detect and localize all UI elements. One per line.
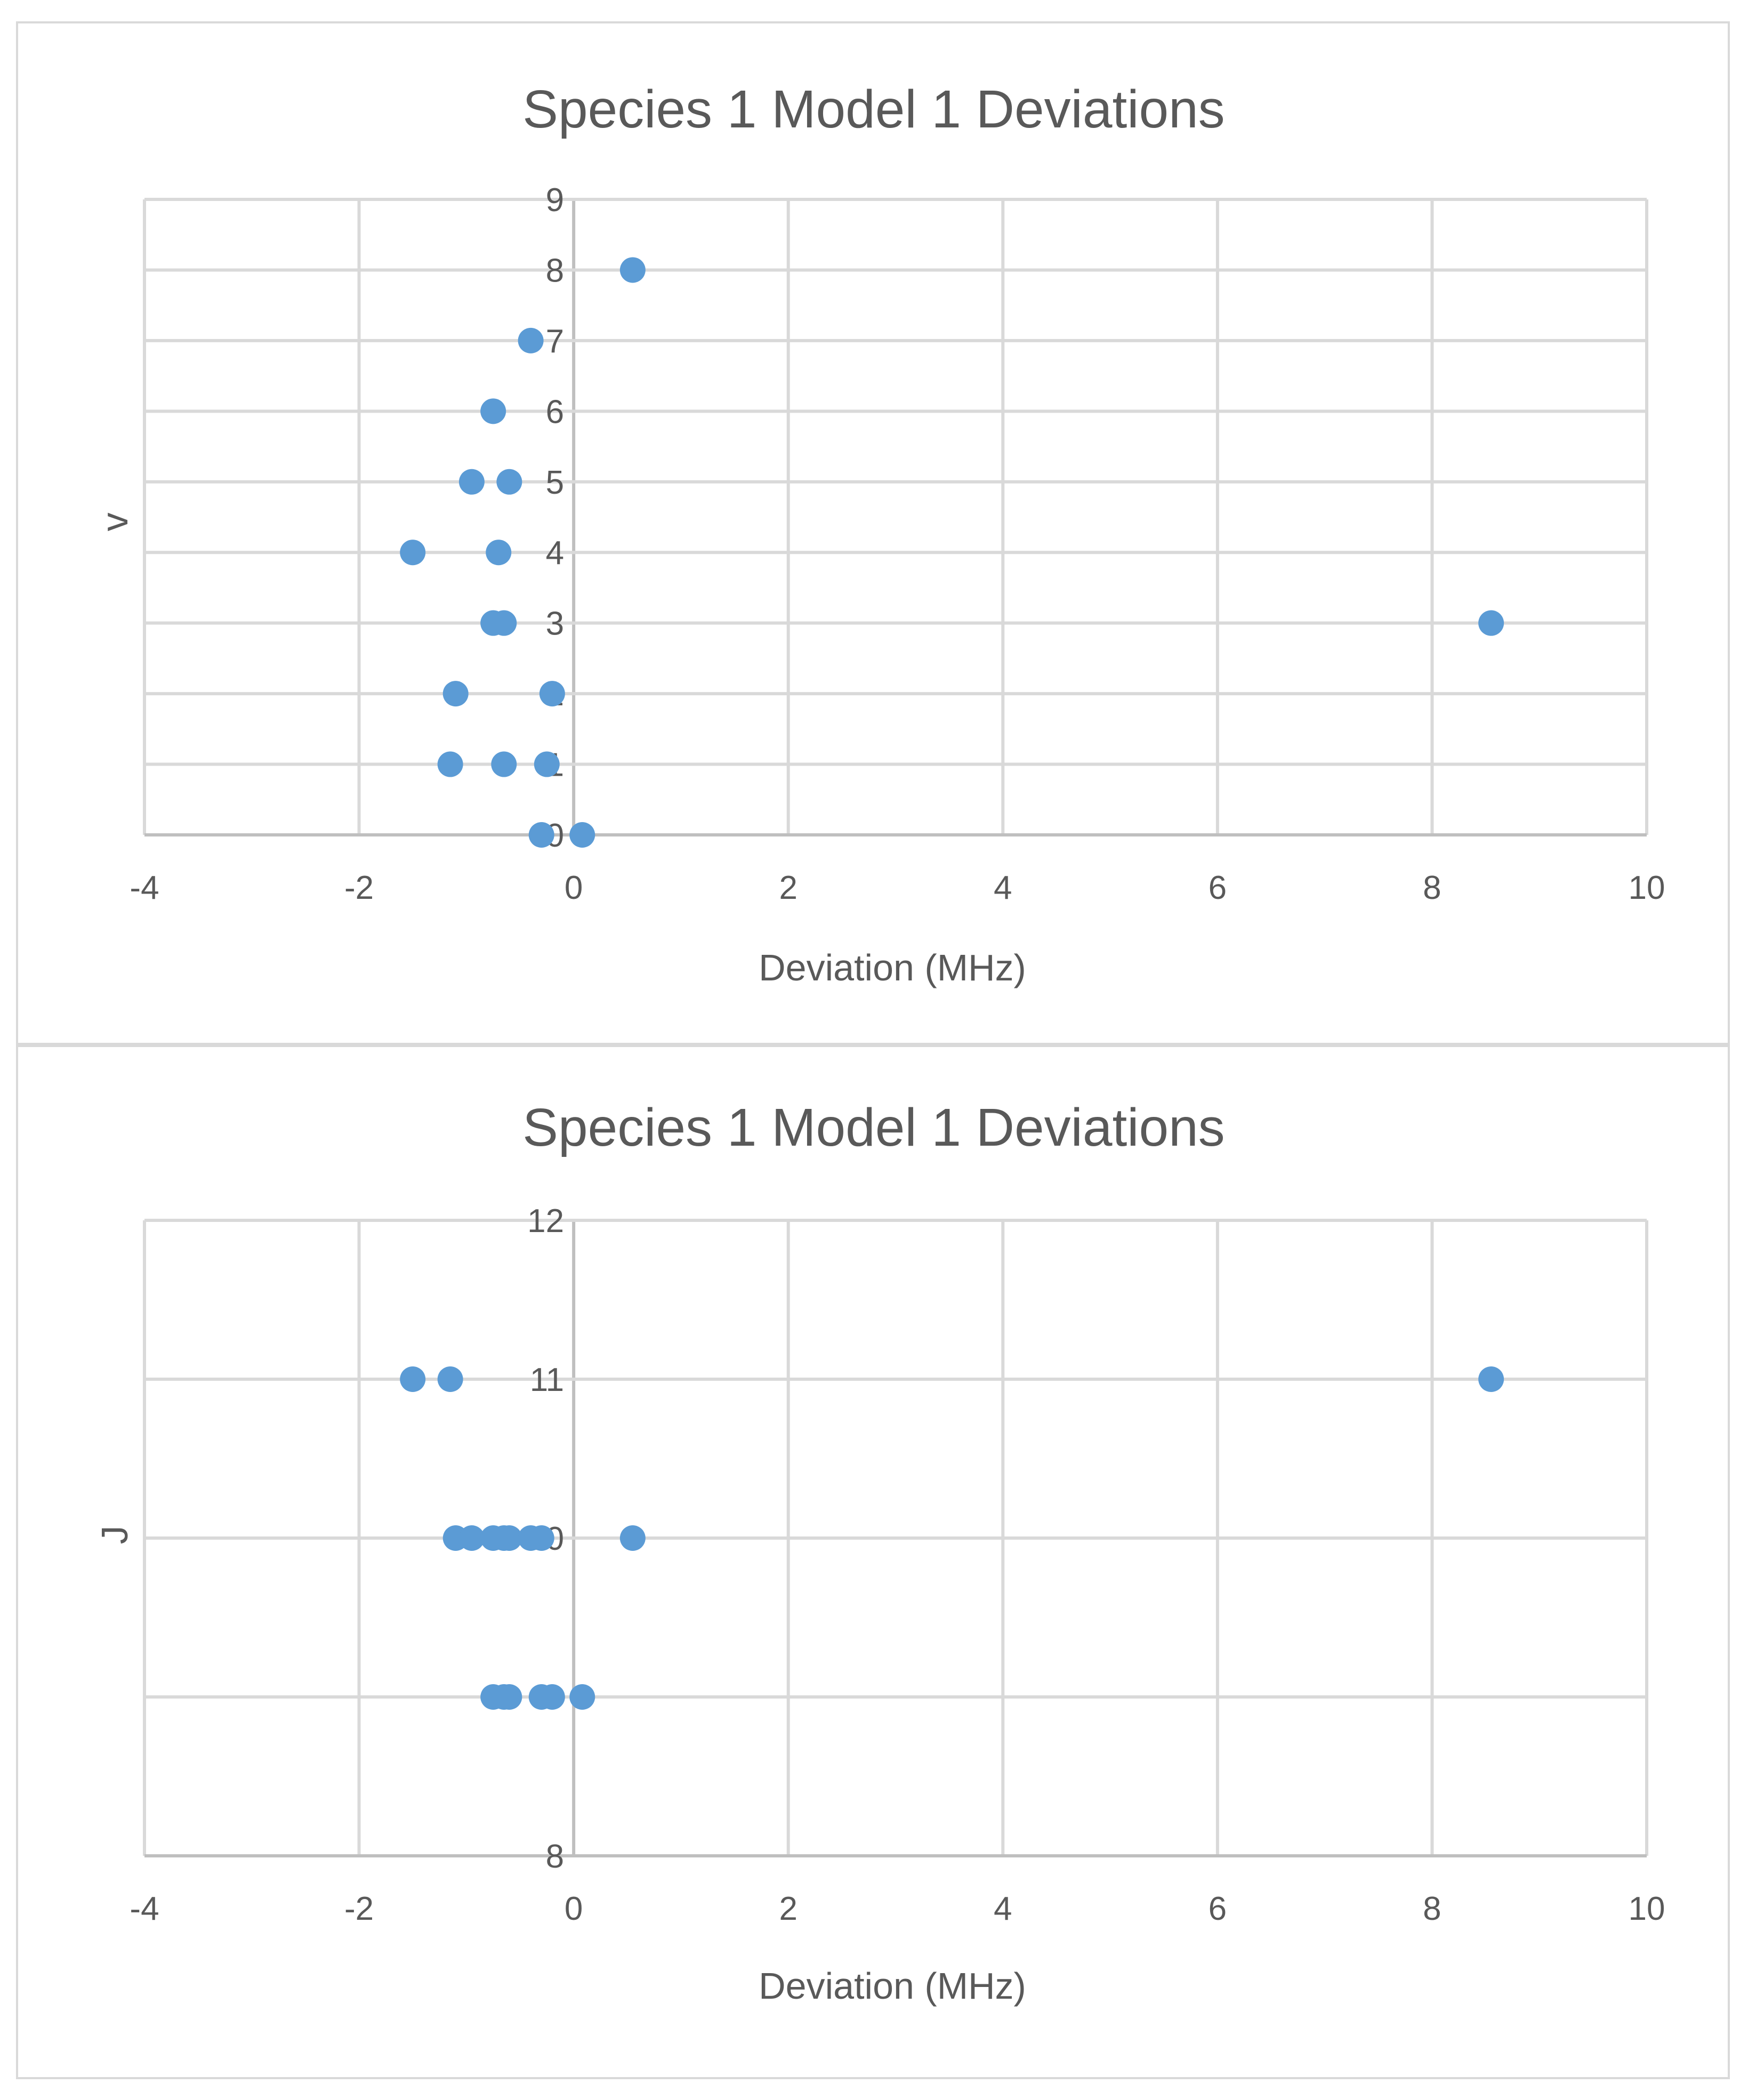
chart-panel-j: Species 1 Model 1 Deviations -4 -2 0 2 4 6 8 10…: [16, 1045, 1730, 2079]
x-tick-label: 6: [1209, 1890, 1227, 1927]
data-point: [442, 681, 469, 707]
data-point: [619, 257, 646, 283]
data-point: [458, 1525, 485, 1551]
data-point: [534, 751, 560, 777]
x-tick-label: 10: [1629, 870, 1665, 906]
y-tick-label: 12: [527, 1203, 564, 1240]
data-point: [496, 1525, 522, 1551]
data-point: [528, 822, 554, 848]
data-point: [400, 540, 426, 566]
data-point: [491, 610, 517, 636]
x-tick-label: 2: [779, 870, 797, 906]
x-tick-label: 0: [565, 870, 583, 906]
data-point: [539, 681, 565, 707]
x-tick-label: 2: [779, 1890, 797, 1927]
x-tick-label: -4: [130, 870, 159, 906]
chart-j-svg: Species 1 Model 1 Deviations -4 -2 0 2 4 6 8 10…: [94, 1098, 1665, 2007]
y-tick-label: 6: [546, 393, 564, 430]
x-axis-label: Deviation (MHz): [759, 947, 1026, 988]
x-axis-label: Deviation (MHz): [759, 1965, 1026, 2007]
data-point: [539, 1684, 565, 1710]
data-point: [400, 1366, 426, 1392]
y-tick-label: 7: [546, 323, 564, 360]
y-tick-label: 9: [546, 182, 564, 219]
y-tick-label: 8: [546, 252, 564, 289]
x-tick-label: -2: [344, 870, 374, 906]
data-point: [491, 751, 517, 777]
data-point: [528, 1525, 554, 1551]
data-point: [480, 398, 506, 424]
data-point: [496, 1684, 522, 1710]
y-axis-label: J: [94, 1526, 135, 1544]
x-tick-label: 8: [1423, 870, 1441, 906]
data-point: [458, 469, 485, 495]
data-point: [437, 751, 463, 777]
chart-v-svg: Species 1 Model 1 Deviations -4 -2 0 2 4 6 8 10…: [94, 79, 1665, 988]
data-point: [619, 1525, 646, 1551]
x-tick-label: 10: [1629, 1890, 1665, 1927]
data-point: [1478, 1366, 1504, 1392]
data-point: [569, 1684, 595, 1710]
y-tick-label: 4: [546, 535, 564, 572]
chart-title: Species 1 Model 1 Deviations: [522, 1098, 1225, 1157]
y-tick-label: 3: [546, 606, 564, 642]
chart-title: Species 1 Model 1 Deviations: [522, 79, 1225, 139]
x-tick-label: -4: [130, 1890, 159, 1927]
x-tick-label: 6: [1209, 870, 1227, 906]
y-tick-label: 5: [546, 464, 564, 501]
data-point: [518, 327, 544, 353]
x-tick-label: 4: [994, 870, 1012, 906]
x-tick-label: 8: [1423, 1890, 1441, 1927]
y-tick-label: 11: [530, 1362, 564, 1398]
x-tick-label: 4: [994, 1890, 1012, 1927]
y-tick-label: 8: [546, 1838, 564, 1875]
chart-panel-v: Species 1 Model 1 Deviations -4 -2 0 2 4 6 8 10…: [16, 21, 1730, 1045]
data-point: [437, 1366, 463, 1392]
data-point: [569, 822, 595, 848]
x-tick-label: -2: [344, 1890, 374, 1927]
data-point: [1478, 610, 1504, 636]
data-point: [486, 540, 512, 566]
data-point: [496, 469, 522, 495]
x-tick-label: 0: [565, 1890, 583, 1927]
y-axis-label: v: [94, 513, 135, 532]
